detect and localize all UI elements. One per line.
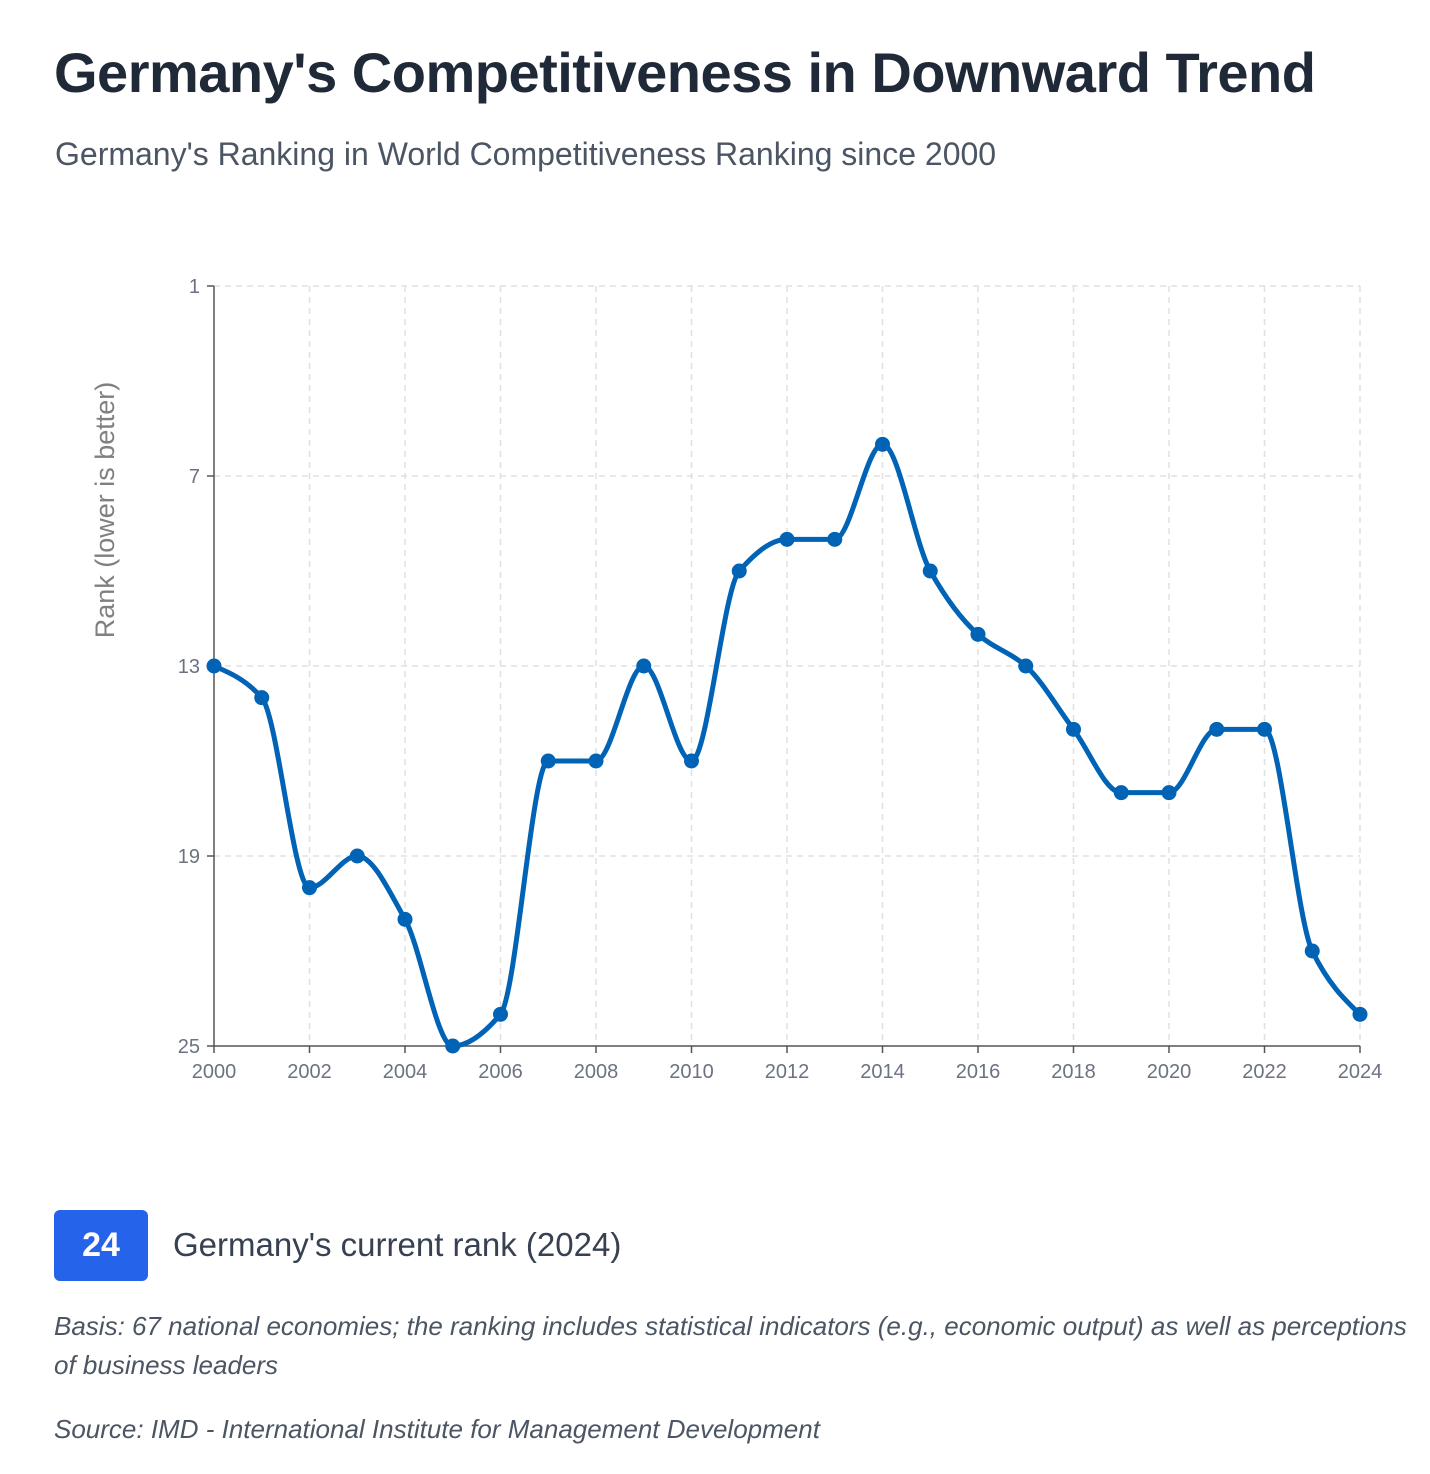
chart-title: Germany's Competitiveness in Downward Tr… <box>54 41 1316 104</box>
data-point-2023 <box>1304 943 1320 959</box>
chart-subtitle: Germany's Ranking in World Competitivene… <box>55 136 997 172</box>
data-point-2004 <box>397 911 413 927</box>
x-tick-label: 2014 <box>860 1061 905 1083</box>
x-tick-label: 2016 <box>956 1061 1001 1083</box>
data-point-2019 <box>1113 785 1129 801</box>
axes <box>207 285 1361 1053</box>
data-point-2009 <box>636 658 652 674</box>
x-tick-label: 2004 <box>383 1061 428 1083</box>
data-point-2014 <box>875 436 890 452</box>
y-tick-label: 13 <box>178 656 200 678</box>
source-note: Source: IMD - International Institute fo… <box>54 1414 820 1444</box>
data-point-2021 <box>1209 721 1225 737</box>
y-axis-label: Rank (lower is better) <box>90 382 120 639</box>
x-tick-label: 2012 <box>765 1061 810 1083</box>
data-point-2005 <box>445 1038 461 1054</box>
data-point-2013 <box>827 531 843 547</box>
data-point-2022 <box>1257 721 1272 737</box>
data-point-2008 <box>588 753 604 769</box>
basis-note: Basis: 67 national economies; the rankin… <box>54 1311 1407 1380</box>
data-point-2010 <box>684 753 699 769</box>
y-tick-label: 1 <box>189 276 200 298</box>
y-tick-label: 7 <box>189 466 200 488</box>
data-point-2011 <box>731 563 747 579</box>
data-point-2015 <box>922 563 938 579</box>
x-tick-label: 2010 <box>669 1061 714 1083</box>
data-points <box>206 436 1368 1054</box>
line-chart: 2000 2002 2004 2006 2008 2010 2012 2014 2016 2018… <box>90 276 1383 1083</box>
x-tick-label: 2024 <box>1338 1061 1383 1083</box>
data-point-2012 <box>779 531 795 547</box>
data-point-2006 <box>493 1006 508 1022</box>
tick-labels: 2000 2002 2004 2006 2008 2010 2012 2014 2016 2018… <box>178 276 1383 1083</box>
y-tick-label: 25 <box>178 1036 200 1058</box>
x-tick-label: 2008 <box>574 1061 619 1083</box>
current-rank-badge: 24 <box>54 1210 148 1281</box>
data-point-2016 <box>970 626 986 642</box>
data-point-2024 <box>1352 1006 1368 1022</box>
data-point-2000 <box>206 658 222 674</box>
current-rank-label: Germany's current rank (2024) <box>173 1226 622 1263</box>
data-point-2007 <box>540 753 556 769</box>
x-tick-label: 2020 <box>1147 1061 1192 1083</box>
x-tick-label: 2018 <box>1051 1061 1096 1083</box>
grid <box>214 285 1361 1046</box>
y-tick-label: 19 <box>178 846 200 868</box>
x-tick-label: 2006 <box>478 1061 523 1083</box>
data-point-2002 <box>302 880 317 896</box>
data-point-2020 <box>1161 785 1177 801</box>
x-tick-label: 2000 <box>192 1061 237 1083</box>
x-tick-label: 2002 <box>287 1061 332 1083</box>
data-point-2018 <box>1066 721 1081 737</box>
data-point-2017 <box>1018 658 1034 674</box>
data-point-2001 <box>254 690 270 706</box>
x-tick-label: 2022 <box>1242 1061 1287 1083</box>
data-point-2003 <box>349 848 365 864</box>
